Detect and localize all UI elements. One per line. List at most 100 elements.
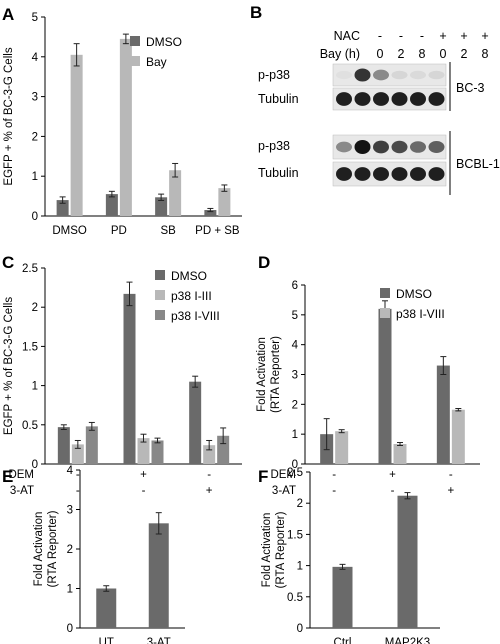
blot-band [428, 141, 445, 153]
y-tick-label: 5 [292, 310, 298, 322]
panel-label-e: E [2, 467, 13, 486]
treatment-row-label: DEM [8, 469, 34, 481]
treatment-mark: + [206, 485, 213, 497]
bar [218, 188, 231, 216]
treatment-mark: - [391, 485, 395, 497]
treatment-mark: - [449, 469, 453, 481]
legend-swatch [155, 270, 165, 280]
y-tick-label: 2.5 [287, 467, 303, 479]
blot-header-value: - [399, 29, 403, 43]
x-tick-label: 3-AT [147, 637, 171, 644]
blot-band [373, 167, 389, 181]
treatment-mark: - [332, 469, 336, 481]
y-tick-label: 1 [292, 429, 298, 441]
treatment-mark: - [76, 485, 80, 497]
y-axis-title-line1: Fold Activation [261, 513, 273, 588]
blot-header-value: + [439, 29, 446, 43]
y-tick-label: 1 [32, 171, 38, 183]
x-tick-label: UT [99, 637, 114, 644]
y-tick-label: 1 [297, 561, 303, 573]
bar [119, 38, 132, 216]
legend-swatch [380, 308, 390, 318]
bar [217, 435, 230, 464]
blot-band [391, 167, 408, 181]
legend-swatch [155, 290, 165, 300]
y-axis-title-line1: Fold Activation [256, 337, 268, 412]
blot-header-nac: NAC [334, 29, 360, 43]
treatment-mark: + [140, 469, 147, 481]
y-tick-label: 3 [292, 370, 298, 382]
y-tick-label: 2 [292, 399, 298, 411]
treatment-mark: - [142, 485, 146, 497]
blot-band [391, 92, 408, 106]
chart-c: 0 0.5 1 1.5 2 2.5 EGFP + % of BC-3-G Cells - - + -… [3, 263, 242, 497]
bar [105, 194, 118, 216]
bar [70, 54, 83, 217]
bar [451, 409, 465, 464]
y-tick-label: 4 [32, 52, 39, 64]
blot-band [410, 167, 426, 181]
bar [397, 495, 418, 628]
blot-band [428, 92, 445, 106]
legend-label: p38 I-VIII [396, 307, 445, 321]
blot-band [336, 141, 352, 153]
treatment-mark: - [332, 485, 336, 497]
blot-header-value: 8 [419, 47, 426, 61]
legend-label: Bay [146, 55, 167, 69]
y-tick-label: 2 [297, 498, 303, 510]
treatment-mark: + [389, 469, 396, 481]
bar [85, 426, 98, 464]
blot-band [354, 167, 371, 181]
treatment-row-label: 3-AT [10, 485, 34, 497]
y-tick-label: 1.5 [22, 341, 38, 353]
bar [378, 308, 392, 464]
y-tick-label: 2 [67, 544, 73, 556]
blot-header-value: 2 [398, 47, 405, 61]
blot-header-value: 2 [461, 47, 468, 61]
legend-swatch [130, 36, 140, 46]
bar [393, 444, 407, 464]
blot-lane-label-3: p-p38 [258, 139, 290, 153]
x-tick-label: PD + SB [195, 225, 240, 237]
bar [169, 170, 182, 216]
cell-line-bc3: BC-3 [456, 81, 485, 95]
blot-band [336, 70, 352, 80]
y-tick-label: 0.5 [22, 420, 38, 432]
western-blot-b: NAC Bay (h) p-p38 Tubulin p-p38 Tubulin … [258, 29, 500, 195]
treatment-mark: - [76, 469, 80, 481]
blot-band [336, 92, 352, 106]
bar [56, 200, 69, 216]
y-tick-label: 0 [32, 211, 38, 223]
bar [71, 444, 84, 464]
y-tick-label: 4 [292, 340, 299, 352]
panel-label-f: F [258, 467, 268, 486]
legend-label: p38 I-VIII [171, 309, 220, 323]
y-tick-label: 4 [67, 465, 74, 477]
treatment-row-label: DEM [270, 469, 296, 481]
blot-header-value: - [378, 29, 382, 43]
bar [123, 293, 136, 464]
y-tick-label: 2 [32, 302, 38, 314]
y-axis-title-line2: (RTA Reporter) [275, 511, 287, 588]
bar [148, 523, 169, 628]
blot-header-value: 0 [377, 47, 384, 61]
blot-header-value: + [460, 29, 467, 43]
panel-label-d: D [258, 253, 270, 272]
bar [57, 427, 70, 464]
y-axis-title-line2: (RTA Reporter) [47, 510, 59, 587]
blot-band [410, 141, 426, 153]
legend-label: DMSO [146, 35, 182, 49]
legend-label: DMSO [396, 287, 432, 301]
y-tick-label: 1.5 [287, 529, 303, 541]
blot-band [354, 68, 371, 82]
blot-header-value: + [481, 29, 488, 43]
chart-a: 0 1 2 3 4 5 EGFP + % of BC-3-G Cells DMSO PD SB PD… [3, 12, 242, 237]
x-tick-label: DMSO [52, 225, 87, 237]
bar [151, 440, 164, 464]
y-tick-label: 0.5 [287, 592, 303, 604]
blot-lane-label-4: Tubulin [258, 166, 299, 180]
bar [137, 438, 150, 464]
blot-band [410, 70, 426, 80]
treatment-mark: - [207, 469, 211, 481]
